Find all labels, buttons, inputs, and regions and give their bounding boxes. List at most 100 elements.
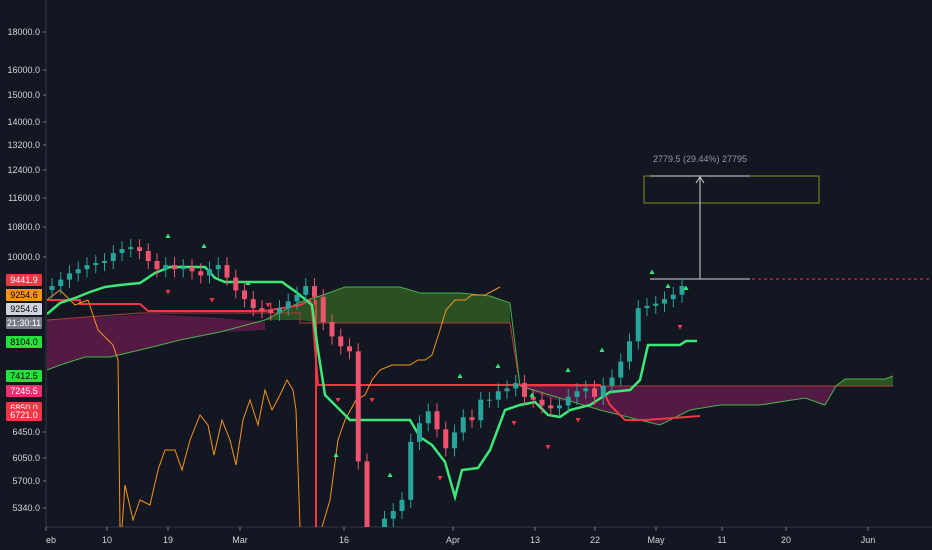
candle-body[interactable] — [390, 511, 396, 519]
price-tag-label: 9441.9 — [10, 275, 38, 285]
candle-body[interactable] — [338, 336, 344, 347]
candle-body[interactable] — [145, 251, 151, 262]
candle-body[interactable] — [49, 286, 55, 291]
price-tag: 9441.9 — [6, 274, 42, 286]
candle-body[interactable] — [75, 269, 81, 274]
price-tag: 6721.0 — [6, 409, 42, 421]
candle-body[interactable] — [198, 271, 204, 276]
y-tick-label: 5340.0 — [12, 503, 40, 513]
candle-body[interactable] — [207, 269, 212, 276]
candle-body[interactable] — [592, 388, 597, 397]
candle-body[interactable] — [189, 267, 195, 272]
candle-body[interactable] — [408, 441, 414, 500]
candle-body[interactable] — [277, 308, 282, 313]
candle-body[interactable] — [163, 265, 169, 270]
candle-body[interactable] — [320, 296, 326, 323]
price-tag: 7245.5 — [6, 385, 42, 397]
candle-body[interactable] — [285, 301, 291, 309]
sell-signal-marker — [545, 445, 551, 450]
buy-signal-marker — [165, 233, 171, 238]
candle-body[interactable] — [224, 265, 230, 278]
candle-body[interactable] — [250, 299, 256, 309]
y-tick-label: 18000.0 — [7, 27, 40, 37]
candle-body[interactable] — [382, 518, 387, 543]
candle-body[interactable] — [110, 253, 116, 262]
sell-signal-marker — [511, 421, 517, 426]
candle-body[interactable] — [58, 279, 64, 287]
candle-body[interactable] — [303, 286, 309, 295]
candle-body[interactable] — [530, 396, 536, 400]
candle-body[interactable] — [460, 417, 466, 433]
x-axis-tick-labels: eb 10 19 Mar 16 Apr 13 22 May 11 20 Jun — [45, 527, 876, 545]
candle-body[interactable] — [627, 341, 632, 362]
buy-signal-marker — [387, 472, 393, 477]
candle-body[interactable] — [434, 411, 440, 430]
candle-body[interactable] — [215, 265, 221, 270]
candle-body[interactable] — [180, 267, 186, 270]
candle-body[interactable] — [294, 294, 300, 302]
candle-body[interactable] — [443, 429, 449, 449]
candle-body[interactable] — [478, 399, 484, 421]
candle-body[interactable] — [373, 534, 378, 542]
candle-body[interactable] — [618, 361, 624, 378]
candle-body[interactable] — [469, 417, 475, 421]
measure-box[interactable] — [643, 175, 820, 204]
candle-body[interactable] — [548, 405, 554, 409]
candle-body[interactable] — [522, 382, 527, 397]
candle-body[interactable] — [364, 461, 370, 534]
candle-body[interactable] — [355, 351, 361, 462]
candle-body[interactable] — [600, 385, 606, 397]
candle-body[interactable] — [583, 388, 589, 392]
candle-body[interactable] — [312, 286, 317, 297]
candle-body[interactable] — [653, 303, 659, 306]
candle-body[interactable] — [399, 499, 405, 512]
tenkan-sen — [47, 265, 697, 502]
price-tag: 8104.0 — [6, 336, 42, 348]
candle-body[interactable] — [565, 396, 571, 406]
candle-body[interactable] — [609, 377, 615, 386]
candle-body[interactable] — [102, 261, 107, 264]
candle-body[interactable] — [644, 305, 650, 309]
buy-signal-marker — [333, 452, 339, 457]
candle-body[interactable] — [137, 247, 142, 252]
candle-body[interactable] — [487, 399, 492, 401]
candle-body[interactable] — [425, 411, 431, 424]
x-tick-label: 19 — [163, 535, 173, 545]
candle-body[interactable] — [242, 290, 247, 300]
buy-signal-marker — [649, 269, 655, 274]
candle-body[interactable] — [93, 263, 99, 266]
candle-body[interactable] — [119, 249, 125, 254]
candle-body[interactable] — [635, 308, 641, 342]
candle-body[interactable] — [259, 308, 265, 311]
candle-body[interactable] — [574, 391, 580, 397]
candle-body[interactable] — [417, 423, 422, 442]
candle-body[interactable] — [662, 299, 667, 304]
price-tag-background — [6, 317, 42, 329]
x-tick-label: Jun — [861, 535, 876, 545]
candle-body[interactable] — [268, 310, 274, 313]
candle-body[interactable] — [233, 277, 239, 291]
candle-body[interactable] — [329, 322, 335, 337]
y-tick-label: 15000.0 — [7, 90, 40, 100]
candle-body[interactable] — [539, 399, 545, 406]
candle-body[interactable] — [670, 294, 676, 300]
candle-body[interactable] — [347, 346, 352, 352]
candle-body[interactable] — [495, 391, 501, 400]
candle-body[interactable] — [679, 286, 685, 295]
buy-signal-marker — [495, 363, 501, 368]
candle-body[interactable] — [452, 432, 457, 449]
candle-body[interactable] — [504, 388, 510, 392]
y-tick-label: 14000.0 — [7, 117, 40, 127]
candle-body[interactable] — [154, 261, 160, 270]
price-tag-label: 8104.0 — [10, 337, 38, 347]
plot-area — [47, 175, 932, 543]
candle-body[interactable] — [172, 265, 177, 270]
sell-signal-marker — [165, 290, 171, 295]
candle-body[interactable] — [128, 247, 134, 250]
candle-body[interactable] — [513, 382, 519, 389]
candle-body[interactable] — [557, 405, 562, 409]
candle-body[interactable] — [67, 273, 72, 280]
price-tag: 9254.6 — [6, 303, 42, 315]
candle-body[interactable] — [84, 265, 90, 270]
